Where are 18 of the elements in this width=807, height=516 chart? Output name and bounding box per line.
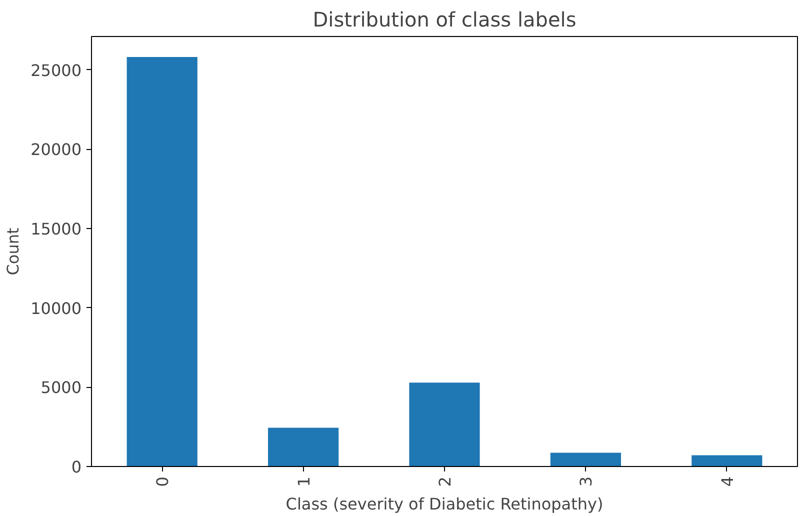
x-tick-label: 3	[576, 476, 596, 487]
bar	[126, 56, 198, 466]
x-tick-label: 2	[436, 476, 454, 487]
x-tick-label: 0	[153, 476, 172, 487]
y-tick-label: 5000	[40, 378, 82, 398]
y-tick-label: 10000	[30, 298, 82, 318]
y-tick-label: 15000	[30, 219, 82, 238]
y-tick-label: 25000	[30, 60, 82, 80]
x-tick-label: 1	[294, 476, 314, 487]
bar	[409, 382, 480, 466]
chart-title: Distribution of class labels	[312, 8, 576, 32]
bar	[550, 452, 621, 466]
x-tick-label: 4	[718, 476, 737, 487]
bar	[268, 428, 339, 466]
x-axis-title: Class (severity of Diabetic Retinopathy)	[286, 494, 604, 514]
bar	[692, 455, 762, 466]
y-tick-label: 20000	[30, 140, 82, 160]
y-axis-title: Count	[4, 228, 23, 276]
